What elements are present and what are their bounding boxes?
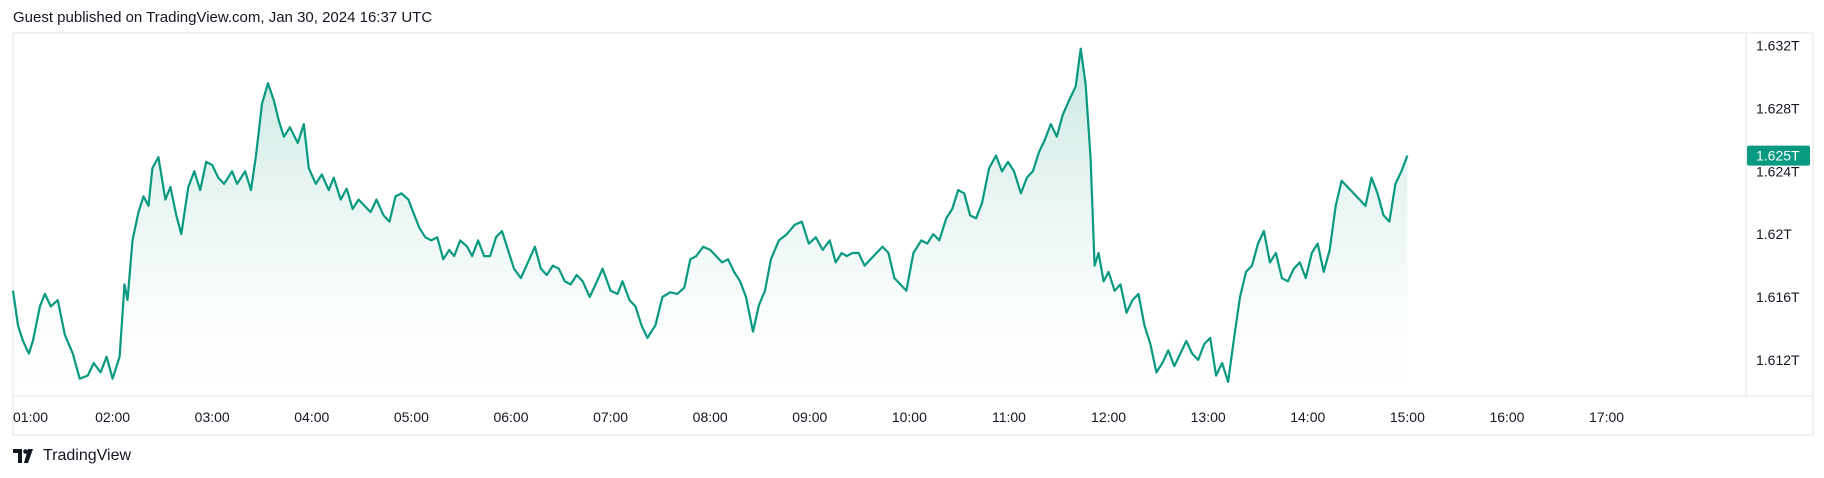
time-tick-label: 07:00 [593, 409, 628, 425]
last-price-badge [1747, 145, 1810, 166]
time-tick-label: 03:00 [195, 409, 230, 425]
time-tick-label: 05:00 [394, 409, 429, 425]
price-tick-label: 1.62T [1756, 226, 1792, 242]
time-tick-label: 11:00 [992, 409, 1026, 425]
price-tick-label: 1.624T [1756, 163, 1800, 179]
last-price-value: 1.625T [1756, 148, 1800, 164]
time-tick-label: 14:00 [1290, 409, 1325, 425]
time-tick-label: 01:00 [13, 409, 48, 425]
time-tick-label: 12:00 [1091, 409, 1126, 425]
price-tick-label: 1.628T [1756, 100, 1800, 116]
time-tick-label: 04:00 [294, 409, 329, 425]
price-tick-label: 1.632T [1756, 38, 1800, 54]
last-price-label: 1.625T [1747, 145, 1810, 166]
publish-info-header: Guest published on TradingView.com, Jan … [13, 9, 433, 26]
time-tick-label: 06:00 [493, 409, 528, 425]
price-tick-label: 1.616T [1756, 289, 1800, 305]
time-tick-label: 16:00 [1489, 409, 1524, 425]
time-tick-label: 02:00 [95, 409, 130, 425]
time-tick-label: 10:00 [892, 409, 927, 425]
series-area-fill [13, 48, 1408, 396]
tradingview-logo-icon [13, 449, 33, 463]
time-tick-label: 09:00 [792, 409, 827, 425]
footer-branding: TradingView [13, 447, 131, 465]
time-tick-label: 15:00 [1390, 409, 1425, 425]
tradingview-brand-name: TradingView [43, 447, 132, 464]
time-axis: 01:00 02:00 03:00 04:00 05:00 06:00 07:00 08:00… [13, 409, 1624, 425]
time-tick-label: 17:00 [1589, 409, 1624, 425]
time-tick-label: 13:00 [1191, 409, 1226, 425]
time-tick-label: 08:00 [693, 409, 728, 425]
price-tick-label: 1.612T [1756, 352, 1800, 368]
price-axis: 1.612T 1.616T 1.62T 1.624T 1.628T 1.632T [1756, 38, 1800, 368]
series-line [11, 47, 1409, 383]
chart-pane-border [12, 32, 1814, 436]
